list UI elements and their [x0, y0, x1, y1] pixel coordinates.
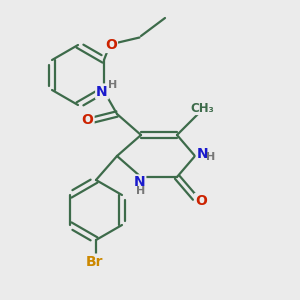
Text: N: N	[134, 176, 145, 189]
Text: O: O	[82, 113, 94, 127]
Text: O: O	[195, 194, 207, 208]
Text: O: O	[105, 38, 117, 52]
Text: H: H	[206, 152, 215, 163]
Text: N: N	[96, 85, 108, 98]
Text: Br: Br	[86, 255, 103, 268]
Text: H: H	[108, 80, 117, 91]
Text: CH₃: CH₃	[190, 101, 214, 115]
Text: N: N	[197, 147, 208, 161]
Text: H: H	[136, 186, 146, 197]
